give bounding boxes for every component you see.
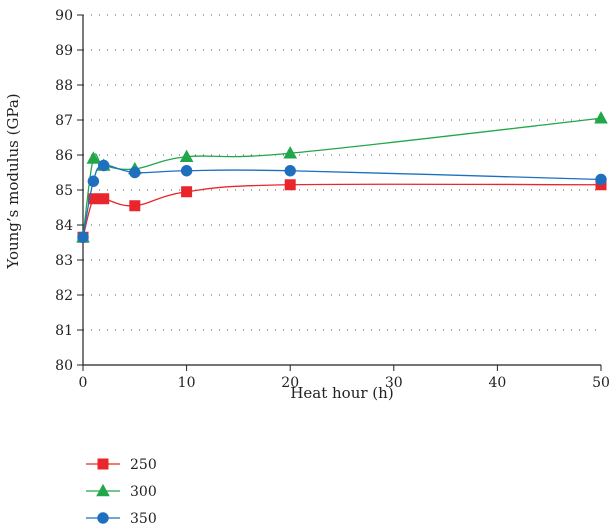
x-tick-label-0: 0 bbox=[79, 375, 88, 391]
axis-layer: 80 81 82 83 84 85 86 87 88 89 90 0 10 20 30 40 50 bbox=[55, 8, 610, 391]
series-350 bbox=[77, 159, 607, 243]
y-tick-label-85: 85 bbox=[55, 183, 73, 199]
data-point-300-1 bbox=[86, 151, 101, 164]
series-250 bbox=[77, 179, 607, 243]
series-line-350 bbox=[82, 164, 602, 238]
y-tick-label-89: 89 bbox=[55, 43, 73, 59]
series-layer bbox=[76, 111, 608, 243]
y-tick-label-83: 83 bbox=[55, 253, 73, 269]
legend: 250 300 350 bbox=[86, 457, 157, 527]
legend-marker-300 bbox=[96, 483, 110, 497]
data-point-350-20 bbox=[284, 165, 296, 177]
data-point-250-2 bbox=[98, 193, 110, 205]
data-point-250-20 bbox=[284, 179, 296, 191]
x-tick-label-20: 20 bbox=[281, 375, 299, 391]
label-layer: Heat hour (h) Young’s modulus (GPa) bbox=[4, 93, 394, 402]
y-tick-label-81: 81 bbox=[55, 323, 73, 339]
data-point-350-5 bbox=[129, 166, 141, 179]
y-tick-label-80: 80 bbox=[55, 358, 73, 374]
data-point-250-5 bbox=[129, 200, 141, 212]
series-line-250 bbox=[82, 183, 602, 238]
data-point-300-10 bbox=[179, 149, 194, 162]
legend-item-250: 250 bbox=[86, 457, 157, 473]
x-tick-label-30: 30 bbox=[385, 375, 403, 391]
y-tick-label-87: 87 bbox=[55, 113, 73, 129]
data-point-350-50 bbox=[595, 173, 607, 186]
data-point-350-10 bbox=[180, 165, 193, 177]
legend-item-300: 300 bbox=[86, 483, 157, 500]
legend-label-250: 250 bbox=[130, 457, 157, 473]
y-tick-label-88: 88 bbox=[55, 78, 73, 94]
data-point-350-1 bbox=[87, 175, 100, 187]
legend-label-350: 350 bbox=[130, 511, 157, 527]
data-point-300-20 bbox=[283, 146, 298, 159]
data-point-250-1 bbox=[87, 193, 99, 205]
x-tick-label-10: 10 bbox=[178, 375, 196, 391]
x-tick-label-40: 40 bbox=[488, 375, 506, 391]
legend-marker-350 bbox=[97, 512, 109, 524]
data-point-300-50 bbox=[594, 111, 608, 124]
data-point-350-2 bbox=[98, 159, 110, 172]
x-tick-label-50: 50 bbox=[592, 375, 610, 391]
x-axis-title: Heat hour (h) bbox=[290, 384, 393, 402]
y-tick-label-82: 82 bbox=[55, 288, 73, 304]
legend-marker-250 bbox=[97, 458, 109, 470]
data-point-350-0 bbox=[77, 231, 89, 243]
y-axis-title: Young’s modulus (GPa) bbox=[4, 93, 22, 269]
y-tick-label-86: 86 bbox=[55, 148, 73, 164]
data-point-250-10 bbox=[181, 186, 193, 198]
y-tick-label-84: 84 bbox=[55, 218, 73, 234]
y-tick-label-90: 90 bbox=[55, 8, 73, 24]
legend-item-350: 350 bbox=[86, 511, 157, 527]
legend-label-300: 300 bbox=[130, 484, 157, 500]
